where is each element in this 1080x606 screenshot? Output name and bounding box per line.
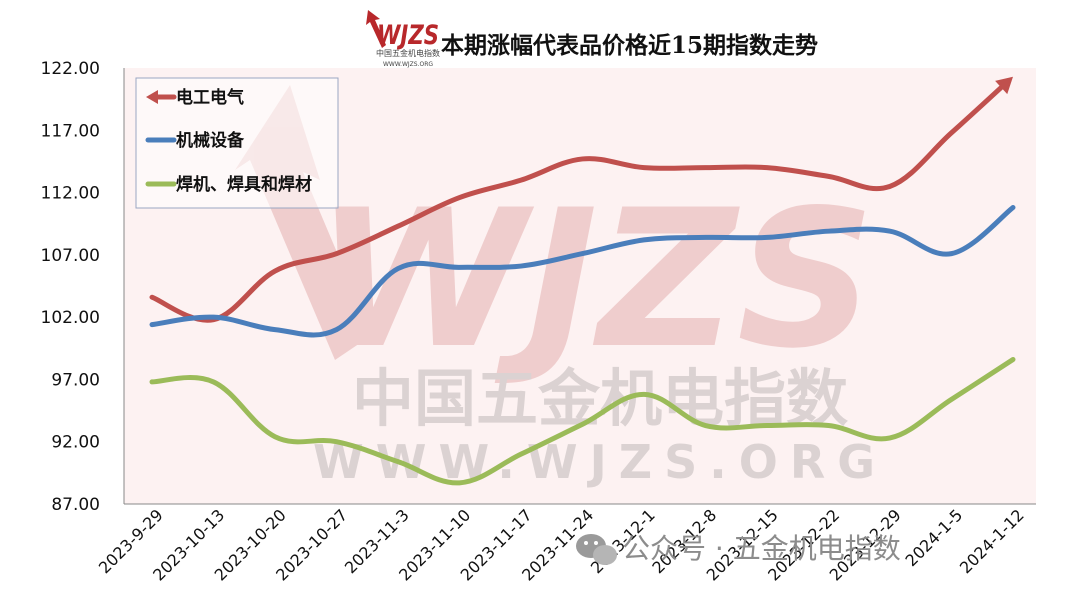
legend-label: 焊机、焊具和焊材 (176, 174, 312, 195)
y-tick-label: 107.00 (41, 246, 100, 266)
legend-arrow-icon (146, 90, 158, 104)
legend-label: 电工电气 (176, 87, 244, 108)
y-tick-label: 92.00 (51, 433, 100, 453)
logo-url: WWW.WJZS.ORG (383, 61, 433, 68)
logo: WJZS 中国五金机电指数 WWW.WJZS.ORG (366, 10, 440, 68)
series-line-1 (149, 80, 1009, 323)
x-tick-label: 2024-1-12 (956, 505, 1028, 577)
watermark-cn-name: 中国五金机电指数 (352, 362, 848, 435)
y-tick-label: 97.00 (51, 370, 100, 390)
series-line-2 (149, 205, 1016, 338)
y-tick-label: 117.00 (41, 121, 100, 141)
series-lines (149, 76, 1016, 486)
series-line-3 (149, 356, 1016, 486)
y-tick-label: 102.00 (41, 308, 100, 328)
legend-label: 机械设备 (176, 130, 245, 151)
y-tick-label: 122.00 (41, 59, 100, 79)
y-tick-label: 87.00 (51, 495, 100, 515)
wechat-icon (576, 534, 617, 565)
legend-item: 焊机、焊具和焊材 (145, 174, 312, 195)
chart-title: 本期涨幅代表品价格近15期指数走势 (441, 32, 818, 59)
logo-arrow-icon (366, 10, 386, 48)
series-arrow-head (995, 76, 1013, 95)
footer: 公众号 · 五金机电指数 (576, 532, 901, 565)
x-tick-label: 2024-1-5 (902, 505, 967, 570)
y-tick-label: 112.00 (41, 184, 100, 204)
y-tick-labels: 87.00 92.00 97.00 102.00 107.00 112.00 117.00 1… (41, 59, 100, 515)
logo-cn-name: 中国五金机电指数 (376, 48, 440, 58)
watermark: WJZS 中国五金机电指数 WWW.WJZS.ORG (235, 85, 887, 489)
watermark-url: WWW.WJZS.ORG (313, 435, 887, 489)
watermark-brand: WJZS (315, 169, 875, 390)
logo-brand: WJZS (377, 20, 439, 51)
footer-text: 公众号 · 五金机电指数 (622, 532, 901, 565)
legend-item: 电工电气 (146, 87, 244, 108)
legend-item: 机械设备 (145, 130, 245, 151)
